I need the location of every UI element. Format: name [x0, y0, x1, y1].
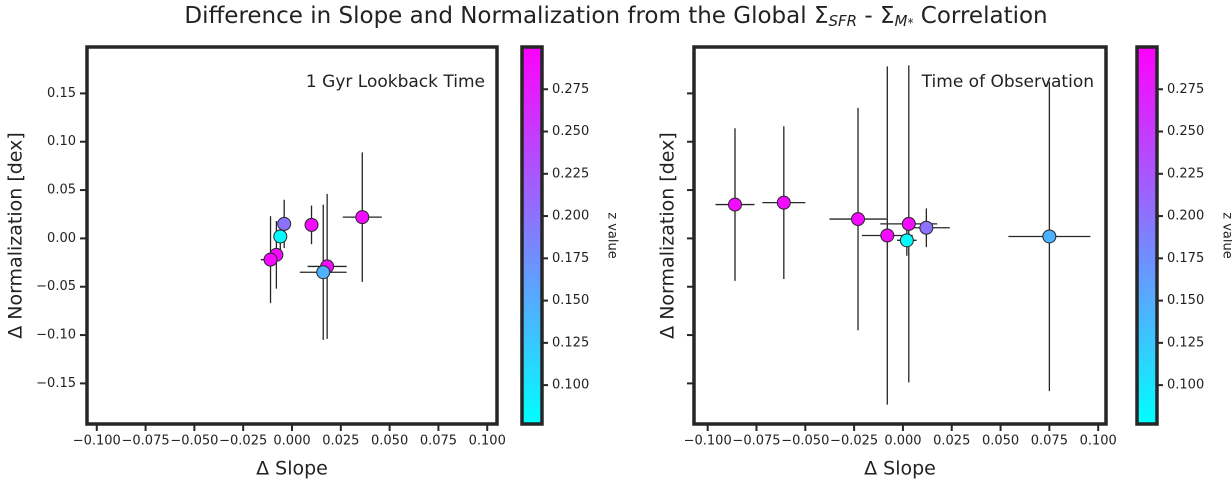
y-tick-label: 0.05: [47, 183, 76, 198]
point: [899, 233, 914, 248]
y-tick-label: −0.10: [36, 328, 76, 343]
point: [776, 195, 791, 210]
x-axis-label: Δ Slope: [864, 458, 936, 480]
x-tick-label: −0.100: [684, 434, 732, 449]
x-axis-label: Δ Slope: [256, 458, 328, 480]
x-tick-label: −0.075: [732, 434, 780, 449]
point: [277, 216, 292, 231]
x-tick-label: 0.025: [933, 434, 970, 449]
x-tick-label: −0.100: [73, 434, 121, 449]
x-tick-label: −0.025: [219, 434, 267, 449]
colorbar-tick-label: 0.100: [1167, 378, 1204, 393]
colorbar-tick-label: 0.125: [1167, 335, 1204, 350]
x-tick-label: −0.050: [170, 434, 218, 449]
colorbar-label: z value: [605, 212, 620, 258]
title-sub: SFR: [828, 12, 857, 30]
colorbar-tick-label: 0.275: [552, 82, 589, 97]
axes-frame: [692, 45, 1108, 426]
colorbar-tick-label: 0.225: [552, 166, 589, 181]
colorbar-tick-label: 0.250: [552, 124, 589, 139]
colorbar-tick-label: 0.175: [552, 251, 589, 266]
colorbar-tick-label: 0.150: [552, 293, 589, 308]
title-part: - Σ: [857, 3, 894, 29]
colorbar-tick-label: 0.125: [552, 335, 589, 350]
point: [273, 229, 288, 244]
x-tick-label: 0.075: [1031, 434, 1068, 449]
x-tick-label: 0.000: [273, 434, 310, 449]
y-axis-label: Δ Normalization [dex]: [5, 132, 27, 339]
colorbar-tick-label: 0.275: [1167, 82, 1204, 97]
axes-frame: [85, 45, 499, 426]
colorbar-tick-label: 0.250: [1167, 124, 1204, 139]
point: [1042, 229, 1057, 244]
x-tick-label: −0.050: [781, 434, 829, 449]
colorbar-tick-label: 0.150: [1167, 293, 1204, 308]
x-tick-label: 0.050: [371, 434, 408, 449]
point: [851, 212, 866, 227]
title-part: Difference in Slope and Normalization fr…: [184, 3, 828, 29]
x-tick-label: −0.025: [830, 434, 878, 449]
colorbar-label: z value: [1220, 212, 1232, 258]
colorbar-tick-label: 0.200: [1167, 209, 1204, 224]
colorbar: [520, 45, 544, 426]
figure-title: Difference in Slope and Normalization fr…: [184, 3, 1047, 30]
point: [316, 265, 331, 280]
x-tick-label: 0.050: [982, 434, 1019, 449]
x-tick-label: 0.075: [420, 434, 457, 449]
title-sub: M: [895, 12, 908, 30]
x-tick-label: −0.075: [122, 434, 170, 449]
y-tick-label: 0.10: [47, 134, 76, 149]
point: [304, 217, 319, 232]
x-tick-label: 0.100: [469, 434, 506, 449]
point: [355, 210, 370, 225]
point: [880, 228, 895, 243]
y-tick-label: −0.05: [36, 279, 76, 294]
colorbar-tick-label: 0.225: [1167, 166, 1204, 181]
x-tick-label: 0.025: [322, 434, 359, 449]
title-part: Correlation: [913, 3, 1047, 29]
x-tick-label: 0.000: [884, 434, 921, 449]
y-tick-label: 0.00: [47, 231, 76, 246]
colorbar-tick-label: 0.175: [1167, 251, 1204, 266]
title-sub: *: [907, 16, 913, 30]
point: [263, 252, 278, 267]
colorbar: [1135, 45, 1159, 426]
annotation: 1 Gyr Lookback Time: [306, 72, 485, 92]
annotation: Time of Observation: [921, 72, 1094, 92]
colorbar-tick-label: 0.200: [552, 209, 589, 224]
point: [728, 197, 743, 212]
point: [901, 216, 916, 231]
x-tick-label: 0.100: [1080, 434, 1117, 449]
y-tick-label: 0.15: [47, 86, 76, 101]
y-axis-label: Δ Normalization [dex]: [657, 132, 679, 339]
y-tick-label: −0.15: [36, 376, 76, 391]
colorbar-tick-label: 0.100: [552, 378, 589, 393]
point: [919, 220, 934, 235]
